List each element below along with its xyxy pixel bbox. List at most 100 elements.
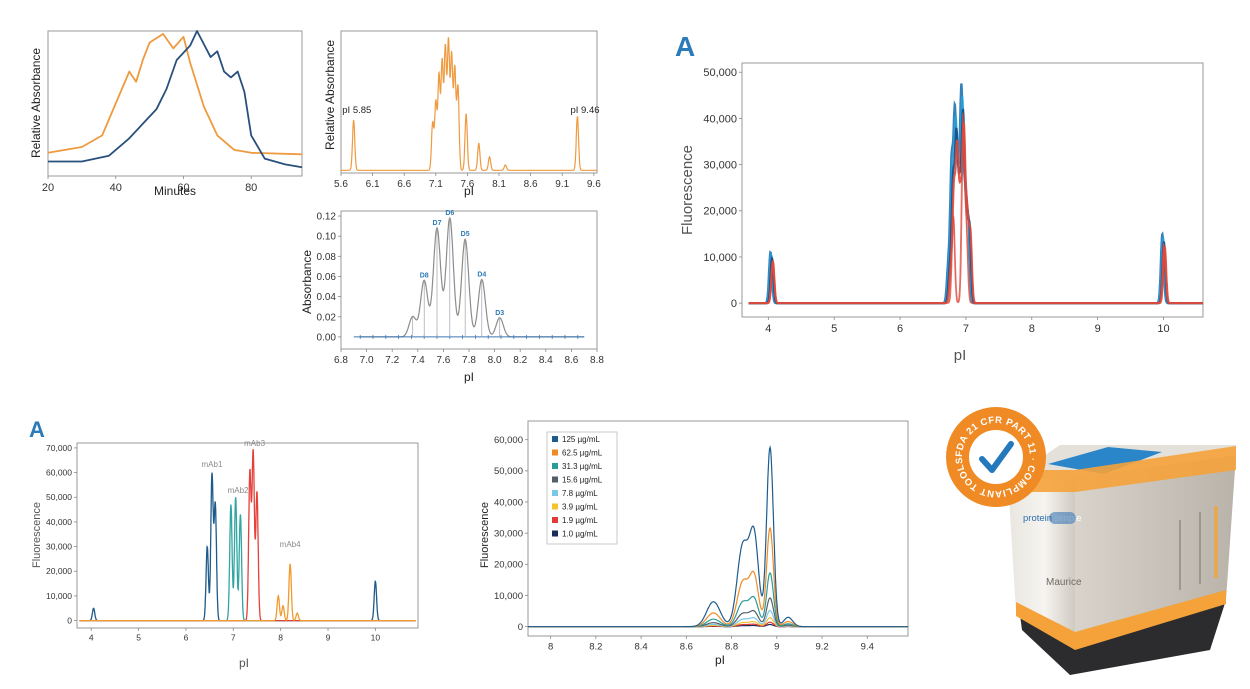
- x-tick-label: 8.4: [539, 355, 553, 366]
- y-tick-label: 10,000: [703, 252, 737, 264]
- series-layer: [79, 449, 416, 622]
- x-tick-label: 7.8: [462, 355, 476, 366]
- x-tick-label: 5.6: [334, 179, 348, 190]
- device-orange-band: [1010, 446, 1236, 492]
- x-tick-label: 6.8: [334, 355, 348, 366]
- peak-label: mAb1: [202, 460, 223, 469]
- legend-label: 1.9 µg/mL: [562, 516, 598, 525]
- plot-frame: [76, 442, 419, 629]
- x-tick-label: 9.1: [555, 179, 569, 190]
- x-tick-label: 8.1: [492, 179, 506, 190]
- x-tick-label: 5: [831, 323, 837, 335]
- x-tick-label: 9: [1095, 323, 1101, 335]
- device-lid-window: [1048, 447, 1162, 474]
- peak-label: D6: [445, 210, 454, 217]
- peak-label: mAb4: [280, 540, 301, 549]
- y-tick-label: 0.02: [317, 312, 337, 323]
- x-axis-label: pI: [464, 184, 474, 198]
- series-layer: [47, 30, 303, 169]
- y-tick-label: 0.10: [317, 232, 337, 243]
- legend-swatch: [552, 490, 558, 496]
- y-tick-label: 0: [67, 616, 72, 626]
- x-tick-label: 8: [278, 633, 283, 643]
- series-layer: [528, 445, 908, 628]
- y-axis-label: Fluorescence: [679, 145, 696, 235]
- check-icon: [979, 441, 1014, 473]
- x-tick-label: 7.1: [429, 179, 443, 190]
- chart-overlay-fluorescence: A 4 5 6 7 8 9 10 0 10,000 20,000 30,000 40,000 50,00…: [675, 31, 1204, 364]
- y-tick-label: 0: [518, 622, 523, 633]
- x-tick-label: 7.6: [460, 179, 474, 190]
- plot-frame: [741, 62, 1204, 318]
- legend-label: 15.6 µg/mL: [562, 476, 603, 485]
- peak-label: D3: [495, 310, 504, 317]
- y-axis-label: Fluorescence: [31, 502, 43, 568]
- series-layer: [748, 83, 1203, 305]
- y-tick-label: 30,000: [46, 542, 72, 552]
- x-ticks: 5.6 6.1 6.6 7.1 7.6 8.1 8.6 9.1 9.6: [334, 173, 601, 190]
- x-tick-label: 6.6: [397, 179, 411, 190]
- x-tick-label: 10: [1157, 323, 1169, 335]
- axis-ticks: 6.8 7.0 7.2 7.4 7.6 7.8 8.0 8.2 8.4 8.6 8.8 0.00 0.0…: [317, 212, 605, 366]
- brand-pill: [1049, 512, 1076, 524]
- x-axis-label: Minutes: [154, 184, 196, 198]
- y-tick-label: 60,000: [494, 435, 523, 446]
- series-line: [528, 597, 908, 628]
- peak-label: mAb2: [228, 486, 249, 495]
- chart-mab-panel: A 4 5 6 7 8 9 10 0 10,000 20,000 30,000 40,000 50,00…: [29, 417, 419, 670]
- x-tick-label: 5: [136, 633, 141, 643]
- peak-annotation: pI 9.46: [570, 105, 599, 116]
- y-axis-label: Absorbance: [300, 250, 314, 314]
- x-tick-label: 8.8: [590, 355, 604, 366]
- maurice-instrument: proteinsimple Maurice: [1008, 445, 1236, 675]
- x-tick-label: 6: [184, 633, 189, 643]
- series-line: [528, 572, 908, 628]
- y-tick-label: 0.08: [317, 252, 337, 263]
- peak-label: mAb3: [244, 439, 265, 448]
- y-axis-label: Relative Absorbance: [29, 48, 43, 158]
- x-tick-label: 7: [231, 633, 236, 643]
- series-layer: [341, 37, 597, 171]
- x-tick-label: 80: [245, 182, 257, 194]
- x-tick-label: 8.2: [589, 642, 602, 653]
- device-logo: proteinsimple: [1023, 512, 1082, 524]
- legend-label: 62.5 µg/mL: [562, 449, 603, 458]
- legend-swatch: [552, 463, 558, 469]
- x-axis-label: pI: [239, 656, 249, 670]
- x-tick-label: 9.4: [861, 642, 874, 653]
- device-model-label: Maurice: [1046, 577, 1082, 588]
- series-line: [528, 609, 908, 628]
- series-line: [360, 216, 585, 338]
- x-tick-label: 7.0: [360, 355, 374, 366]
- series-line: [748, 122, 1203, 305]
- x-tick-label: 7.6: [436, 355, 450, 366]
- series-layer: [353, 216, 585, 339]
- device-vents: [1179, 506, 1218, 590]
- x-tick-label: 6: [897, 323, 903, 335]
- y-tick-label: 50,000: [703, 67, 737, 79]
- x-axis-label: pI: [464, 370, 474, 384]
- x-tick-label: 8.0: [488, 355, 502, 366]
- x-tick-label: 7.2: [385, 355, 399, 366]
- series-line: [748, 96, 1203, 305]
- peak-label: D7: [433, 220, 442, 227]
- legend-swatch: [552, 476, 558, 483]
- x-tick-label: 60: [177, 182, 189, 194]
- y-tick-label: 30,000: [494, 528, 523, 539]
- x-tick-label: 9.2: [815, 642, 828, 653]
- peak-label: D5: [461, 231, 470, 238]
- x-axis-label: pI: [954, 347, 967, 364]
- x-tick-label: 8.6: [680, 642, 693, 653]
- x-tick-label: 8.4: [634, 642, 647, 653]
- legend-label: 3.9 µg/mL: [562, 503, 598, 512]
- x-tick-label: 4: [89, 633, 94, 643]
- x-tick-label: 8.8: [725, 642, 738, 653]
- y-tick-label: 40,000: [703, 113, 737, 125]
- y-tick-label: 0.06: [317, 272, 337, 283]
- y-axis-label: Relative Absorbance: [323, 40, 337, 150]
- x-ticks: 20 40 60 80: [42, 176, 257, 194]
- plot-frame: [47, 30, 303, 177]
- legend-box: [546, 431, 618, 545]
- axis-ticks: 4 5 6 7 8 9 10 0 10,000 20,000 30,000 40,000 50,000: [703, 67, 1169, 335]
